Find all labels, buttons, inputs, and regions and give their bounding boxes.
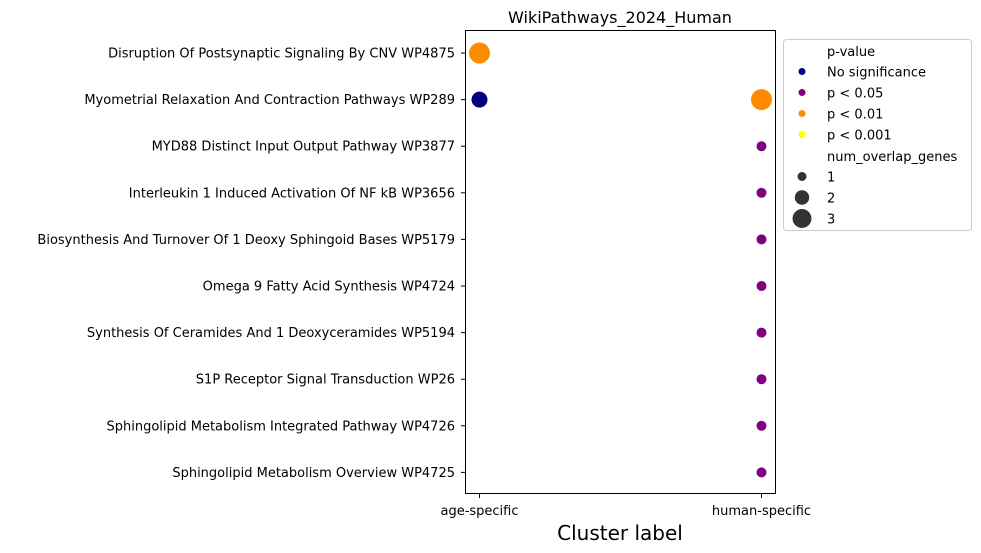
y-tick-label: Synthesis Of Ceramides And 1 Deoxycerami…: [87, 326, 455, 341]
x-axis-label: Cluster label: [557, 521, 683, 545]
plot-frame: [465, 30, 776, 494]
legend-color-label: p < 0.05: [827, 87, 883, 102]
legend-color-label: p < 0.001: [827, 129, 892, 144]
legend-size-swatch: [794, 190, 810, 205]
legend-color-swatch: [798, 68, 806, 75]
y-tick-label: Sphingolipid Metabolism Integrated Pathw…: [106, 419, 455, 434]
data-point: [471, 91, 488, 108]
data-point: [469, 42, 490, 64]
legend-color-label: No significance: [827, 66, 926, 81]
legend-size-swatch: [797, 172, 807, 181]
data-point: [756, 420, 767, 431]
legend-color-swatch: [798, 131, 806, 138]
y-tick-label: Myometrial Relaxation And Contraction Pa…: [84, 93, 455, 108]
legend-color-title: p-value: [827, 45, 875, 60]
data-points: [469, 42, 772, 478]
data-point: [756, 374, 767, 385]
data-point: [756, 187, 767, 198]
data-point: [756, 141, 767, 152]
legend-frame: [783, 39, 972, 231]
chart-title: WikiPathways_2024_Human: [508, 8, 732, 28]
y-tick-label: MYD88 Distinct Input Output Pathway WP38…: [152, 140, 455, 155]
y-tick-label: Disruption Of Postsynaptic Signaling By …: [108, 47, 455, 62]
legend-color-swatch: [798, 110, 806, 117]
y-axis: Disruption Of Postsynaptic Signaling By …: [37, 47, 466, 481]
legend-size-label: 3: [827, 213, 835, 228]
legend-size-label: 2: [827, 192, 835, 207]
legend-size-title: num_overlap_genes: [827, 150, 957, 165]
x-tick-label: human-specific: [712, 504, 811, 519]
data-point: [756, 327, 767, 338]
legend-size-swatch: [792, 209, 812, 228]
y-tick-label: Interleukin 1 Induced Activation Of NF k…: [129, 186, 455, 201]
y-tick-label: Sphingolipid Metabolism Overview WP4725: [172, 466, 455, 481]
y-tick-label: Biosynthesis And Turnover Of 1 Deoxy Sph…: [37, 233, 455, 248]
data-point: [756, 467, 767, 478]
legend: p-value No significance p < 0.05 p < 0.01 p…: [783, 39, 972, 231]
data-point: [751, 89, 772, 111]
x-tick-label: age-specific: [440, 504, 518, 519]
data-point: [756, 281, 767, 291]
legend-color-label: p < 0.01: [827, 108, 883, 123]
legend-size-label: 1: [827, 171, 835, 186]
data-point: [756, 234, 767, 245]
legend-color-swatch: [798, 89, 806, 96]
y-tick-label: Omega 9 Fatty Acid Synthesis WP4724: [203, 280, 455, 295]
x-axis: age-specific human-specific: [440, 493, 811, 519]
y-tick-label: S1P Receptor Signal Transduction WP26: [196, 373, 455, 388]
